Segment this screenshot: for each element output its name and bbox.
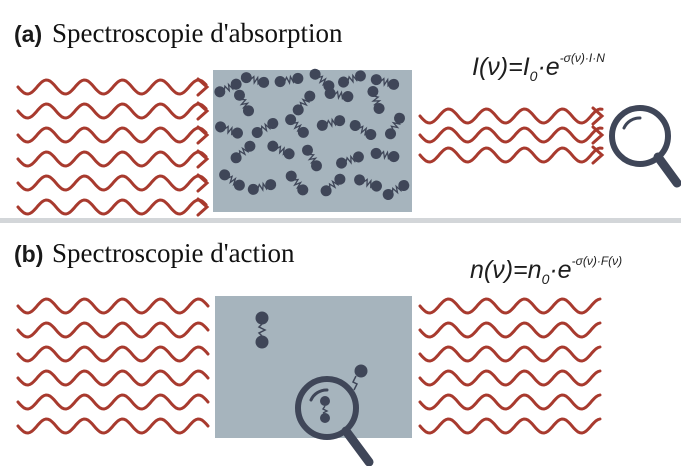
wave-arrowhead [196,101,210,121]
molecule-icon [267,140,295,160]
magnifier-icon [295,376,374,466]
molecule-icon [324,87,354,103]
panel-b-letter: (b) [14,241,43,267]
molecule-icon [370,74,400,90]
light-wave-icon [16,369,210,387]
light-wave-icon [418,126,604,144]
light-wave-icon [418,345,602,363]
molecule-icon [285,170,309,196]
wave-arrowhead [591,106,605,126]
molecule-icon [370,147,400,163]
molecule-icon [367,86,385,114]
panel-b-formula: n(ν)=n0·e-σ(ν)·F(ν) [470,254,622,287]
formula-a-exponent: -σ(ν)·I·N [560,51,606,65]
molecule-icon [338,70,366,88]
transmitted-light-waves-b [418,297,602,435]
molecule-icon [251,118,279,138]
panel-a: (a) Spectroscopie d'absorption I(ν)=I0·e… [14,18,681,217]
light-wave-icon [418,321,602,339]
panel-divider [0,218,681,223]
formula-b-sub: 0 [542,271,550,287]
light-wave-icon [16,321,210,339]
formula-a-sub: 0 [530,68,538,84]
panel-b-title: Spectroscopie d'action [52,238,295,268]
molecule-cloud-a [214,68,410,200]
formula-a-exp-base: ·e [537,53,559,81]
formula-b-lhs: n(ν)=n [470,256,542,284]
molecule-icon [302,144,322,172]
molecule-icon [219,169,245,191]
molecule-icon [274,72,304,88]
magnifier-icon [609,105,681,188]
wave-arrowhead [591,125,605,145]
molecule-icon [292,90,316,116]
molecule-icon [247,179,277,195]
sample-box-b [215,296,412,438]
molecule-icon [349,120,377,140]
fragment-icon [351,364,368,391]
light-wave-icon [16,174,208,192]
molecule-icon [336,151,364,169]
wave-arrowhead [591,145,605,165]
molecule-icon [230,140,256,164]
molecule-icon [215,121,243,139]
formula-b-exp-base: ·e [549,256,571,284]
panel-a-title: Spectroscopie d'absorption [52,18,343,48]
light-wave-icon [418,393,602,411]
light-wave-icon [16,78,208,96]
formula-a-lhs: I(ν)=I [472,53,530,81]
molecule-icon [385,112,405,140]
incident-light-waves-a [16,77,210,217]
molecule-icon [316,115,346,131]
light-wave-icon [16,150,208,168]
panel-b: (b) Spectroscopie d'action n(ν)=n0·e-σ(ν… [14,238,622,466]
molecule-icon [240,72,270,88]
molecule-icon [320,173,346,197]
panel-a-formula: I(ν)=I0·e-σ(ν)·I·N [472,51,605,84]
wave-arrowhead [196,173,210,193]
light-wave-icon [418,297,602,315]
molecule-icon [255,311,269,349]
incident-light-waves-b [16,297,210,435]
transmitted-light-waves-a [418,106,605,165]
molecule-icon [214,78,242,98]
wave-arrowhead [196,197,210,217]
wave-arrowhead [196,77,210,97]
light-wave-icon [16,393,210,411]
light-wave-icon [16,345,210,363]
molecule-icon [382,180,410,200]
light-wave-icon [418,417,602,435]
light-wave-icon [418,369,602,387]
molecule-icon [234,89,254,117]
light-wave-icon [16,126,208,144]
wave-arrowhead [196,125,210,145]
panel-a-letter: (a) [14,21,42,47]
light-wave-icon [418,107,604,125]
light-wave-icon [418,146,604,164]
molecule-icon [285,114,309,138]
light-wave-icon [16,417,210,435]
formula-b-exponent: -σ(ν)·F(ν) [572,254,623,268]
light-wave-icon [16,102,208,120]
light-wave-icon [16,198,208,216]
light-wave-icon [16,297,210,315]
molecule-icon [354,174,382,192]
wave-arrowhead [196,149,210,169]
